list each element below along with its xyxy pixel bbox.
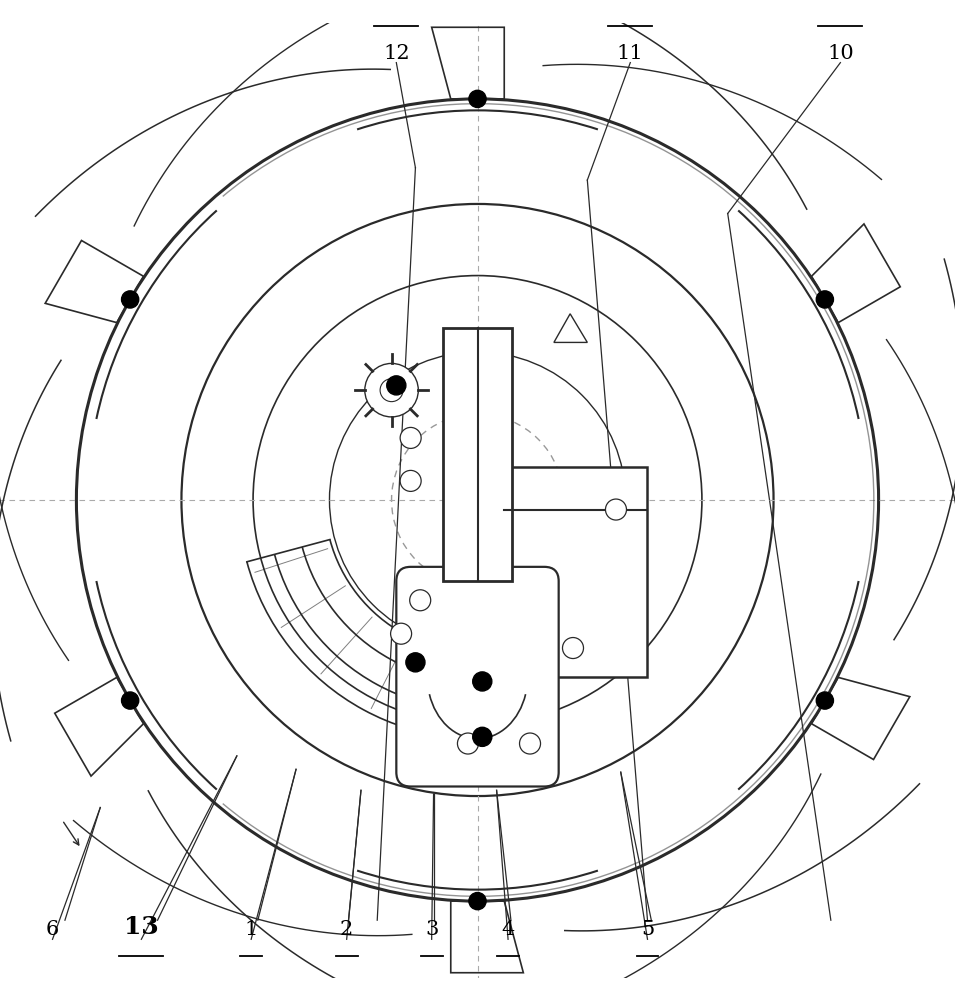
Circle shape [121,692,138,709]
Circle shape [473,672,492,691]
Bar [504,467,647,677]
Circle shape [562,638,584,659]
Text: 6: 6 [46,920,59,939]
Circle shape [253,276,702,724]
Circle shape [473,727,492,746]
FancyBboxPatch shape [396,567,559,787]
Text: 5: 5 [641,920,654,939]
Circle shape [400,470,421,491]
Text: 11: 11 [617,44,644,63]
Circle shape [469,893,486,910]
Text: 1: 1 [244,920,258,939]
Circle shape [406,653,425,672]
Circle shape [387,376,406,395]
Bar [443,328,512,581]
Circle shape [181,204,774,796]
Text: 10: 10 [827,44,854,63]
Text: 3: 3 [425,920,438,939]
Circle shape [469,90,486,107]
Circle shape [817,291,834,308]
Circle shape [410,590,431,611]
Circle shape [817,692,834,709]
Text: 2: 2 [340,920,353,939]
Circle shape [365,363,418,417]
Circle shape [520,733,541,754]
Circle shape [391,623,412,644]
Text: 12: 12 [383,44,410,63]
Text: 4: 4 [501,920,515,939]
Circle shape [392,414,563,586]
Circle shape [457,733,478,754]
Circle shape [400,427,421,448]
Circle shape [76,99,879,901]
Circle shape [605,499,626,520]
Circle shape [329,352,626,648]
Circle shape [121,291,138,308]
Text: 13: 13 [124,915,159,939]
